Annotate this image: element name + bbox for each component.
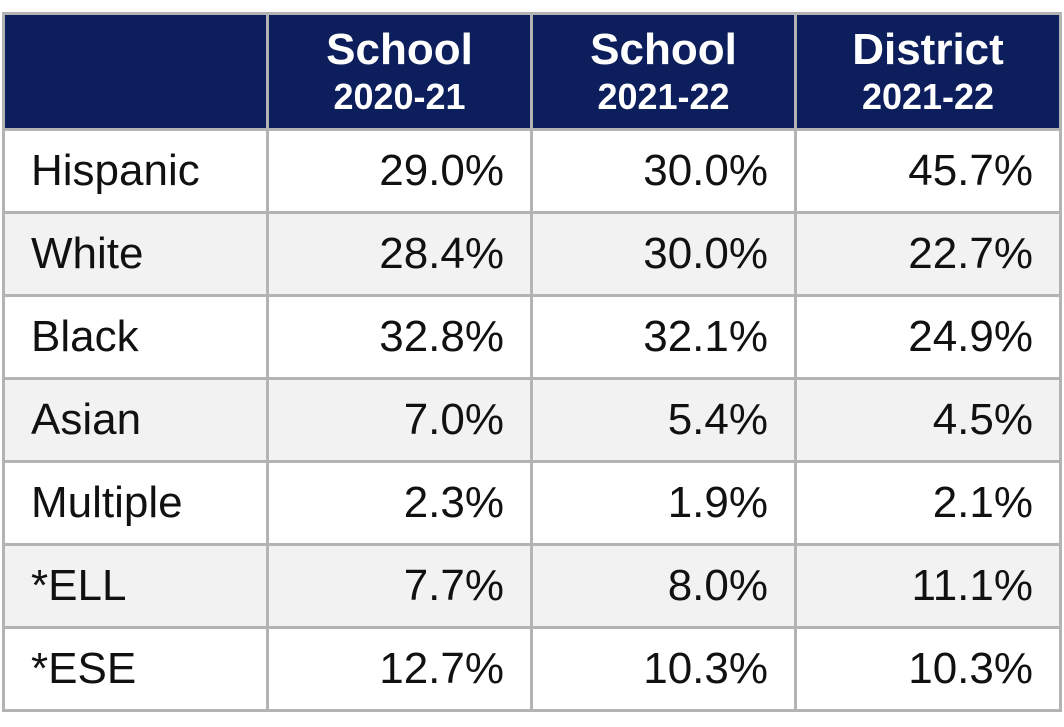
table-cell: 30.0%	[533, 131, 794, 211]
header-corner	[5, 15, 266, 128]
table-cell: 12.7%	[269, 629, 530, 709]
row-label: Hispanic	[5, 131, 266, 211]
table-cell: 2.1%	[797, 463, 1059, 543]
table-cell: 10.3%	[533, 629, 794, 709]
column-header: District 2021-22	[797, 15, 1059, 128]
table-cell: 7.7%	[269, 546, 530, 626]
table-cell: 28.4%	[269, 214, 530, 294]
table-cell: 10.3%	[797, 629, 1059, 709]
column-subtitle: 2021-22	[861, 75, 995, 117]
table-cell: 11.1%	[797, 546, 1059, 626]
column-title: School	[326, 24, 473, 74]
row-label: White	[5, 214, 266, 294]
column-title: District	[852, 24, 1004, 74]
row-label: Black	[5, 297, 266, 377]
column-header: School 2021-22	[533, 15, 794, 128]
table-cell: 4.5%	[797, 380, 1059, 460]
table-cell: 2.3%	[269, 463, 530, 543]
column-title: School	[590, 24, 737, 74]
table-cell: 32.8%	[269, 297, 530, 377]
column-subtitle: 2021-22	[597, 75, 730, 117]
demographics-table: School 2020-21 School 2021-22 District 2021-2…	[2, 12, 1062, 712]
table-cell: 1.9%	[533, 463, 794, 543]
column-header: School 2020-21	[269, 15, 530, 128]
row-label: *ELL	[5, 546, 266, 626]
table-cell: 7.0%	[269, 380, 530, 460]
table-cell: 29.0%	[269, 131, 530, 211]
row-label: Multiple	[5, 463, 266, 543]
column-subtitle: 2020-21	[333, 75, 466, 117]
table-cell: 22.7%	[797, 214, 1059, 294]
table-cell: 30.0%	[533, 214, 794, 294]
row-label: *ESE	[5, 629, 266, 709]
table-cell: 24.9%	[797, 297, 1059, 377]
table-cell: 45.7%	[797, 131, 1059, 211]
table-cell: 8.0%	[533, 546, 794, 626]
row-label: Asian	[5, 380, 266, 460]
table-cell: 32.1%	[533, 297, 794, 377]
table-cell: 5.4%	[533, 380, 794, 460]
